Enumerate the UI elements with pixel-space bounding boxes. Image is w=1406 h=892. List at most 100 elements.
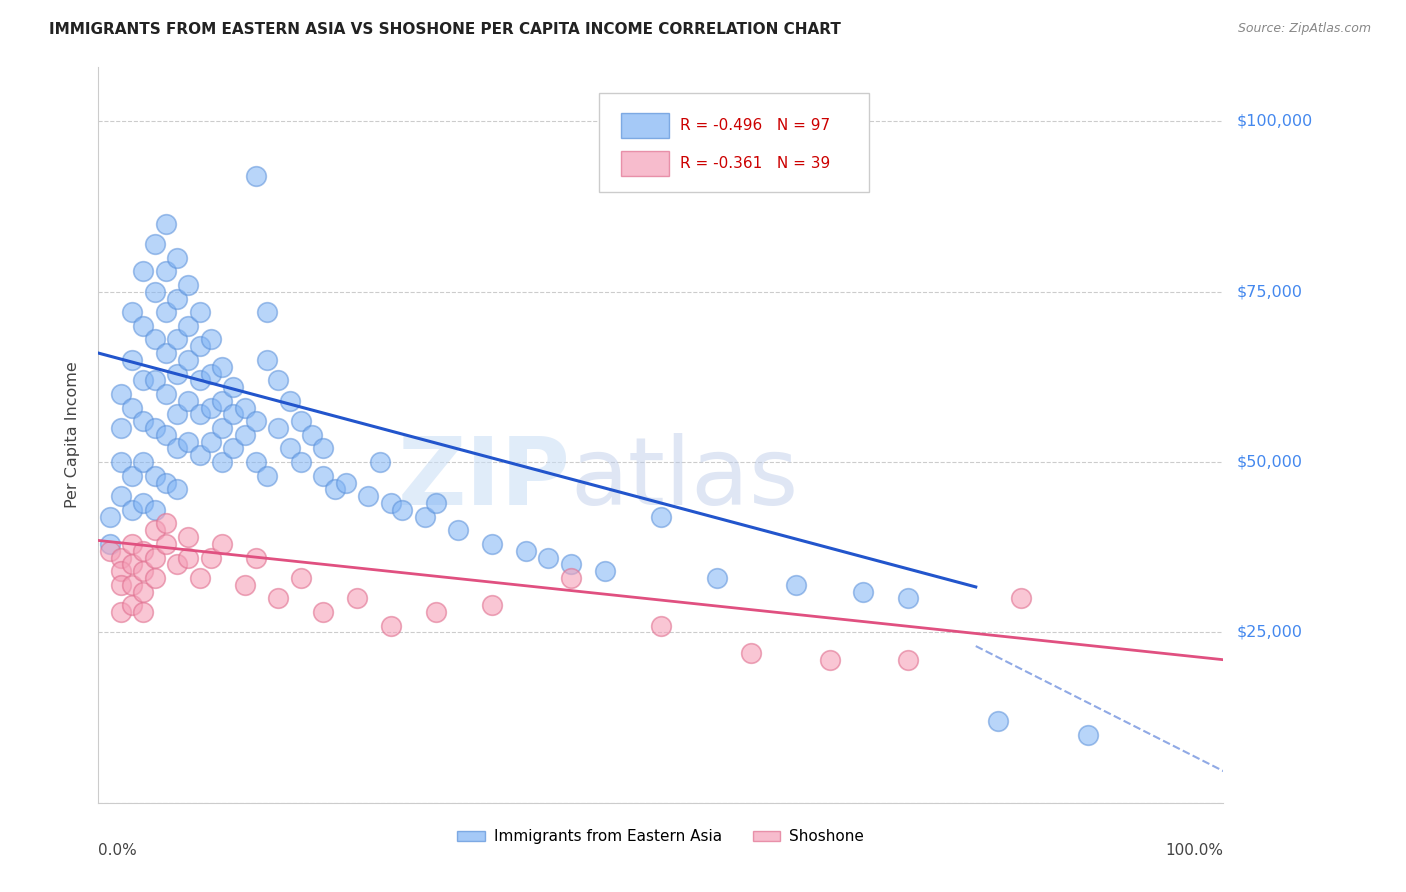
Point [278, 442, 301, 456]
Point [425, 496, 447, 510]
Point [121, 578, 143, 592]
Point [335, 475, 357, 490]
Point [143, 373, 166, 387]
Text: $75,000: $75,000 [1237, 285, 1303, 299]
Point [650, 509, 672, 524]
Point [897, 653, 920, 667]
Text: atlas: atlas [571, 433, 799, 525]
Point [132, 496, 155, 510]
Point [278, 393, 301, 408]
Point [110, 578, 132, 592]
Point [650, 618, 672, 632]
Point [481, 598, 503, 612]
Point [233, 401, 256, 415]
Point [188, 305, 211, 319]
Point [897, 591, 920, 606]
Point [121, 468, 143, 483]
Text: IMMIGRANTS FROM EASTERN ASIA VS SHOSHONE PER CAPITA INCOME CORRELATION CHART: IMMIGRANTS FROM EASTERN ASIA VS SHOSHONE… [49, 22, 841, 37]
Point [110, 455, 132, 469]
Point [177, 393, 200, 408]
Point [110, 550, 132, 565]
Text: $50,000: $50,000 [1237, 455, 1303, 469]
Point [188, 571, 211, 585]
Point [143, 333, 166, 347]
Point [188, 408, 211, 422]
Point [368, 455, 391, 469]
Text: R = -0.361   N = 39: R = -0.361 N = 39 [681, 156, 830, 170]
Point [143, 571, 166, 585]
Point [143, 523, 166, 537]
Point [166, 367, 188, 381]
Point [211, 393, 233, 408]
Point [143, 421, 166, 435]
Point [1010, 591, 1032, 606]
Point [233, 427, 256, 442]
Text: R = -0.496   N = 97: R = -0.496 N = 97 [681, 119, 830, 134]
Y-axis label: Per Capita Income: Per Capita Income [65, 361, 80, 508]
Point [537, 550, 560, 565]
Point [200, 550, 222, 565]
Point [290, 414, 312, 428]
Point [391, 503, 413, 517]
Point [110, 421, 132, 435]
Text: ZIP: ZIP [398, 433, 571, 525]
Point [222, 408, 245, 422]
FancyBboxPatch shape [599, 93, 869, 192]
Point [785, 578, 807, 592]
Point [312, 442, 335, 456]
Point [177, 352, 200, 367]
Point [177, 530, 200, 544]
Point [143, 468, 166, 483]
Point [560, 571, 582, 585]
Point [267, 591, 290, 606]
Point [155, 387, 177, 401]
Point [593, 564, 616, 578]
Point [132, 564, 155, 578]
Point [98, 543, 121, 558]
Point [155, 217, 177, 231]
Text: 100.0%: 100.0% [1166, 843, 1223, 858]
Point [132, 605, 155, 619]
Point [245, 414, 267, 428]
Point [155, 475, 177, 490]
Point [166, 442, 188, 456]
Point [323, 483, 346, 497]
Point [200, 401, 222, 415]
FancyBboxPatch shape [621, 113, 669, 138]
Point [267, 373, 290, 387]
Point [155, 427, 177, 442]
Point [200, 367, 222, 381]
Point [211, 421, 233, 435]
Point [706, 571, 728, 585]
Point [987, 714, 1010, 728]
Point [200, 434, 222, 449]
Point [211, 537, 233, 551]
Point [143, 550, 166, 565]
Point [380, 496, 402, 510]
Point [121, 537, 143, 551]
Point [121, 401, 143, 415]
Point [98, 537, 121, 551]
Point [132, 455, 155, 469]
Point [245, 455, 267, 469]
Point [211, 455, 233, 469]
Point [413, 509, 436, 524]
Point [121, 305, 143, 319]
Point [290, 455, 312, 469]
Point [121, 558, 143, 572]
Text: $100,000: $100,000 [1237, 114, 1313, 129]
Point [560, 558, 582, 572]
Point [515, 543, 537, 558]
Point [245, 550, 267, 565]
Point [740, 646, 762, 660]
Point [425, 605, 447, 619]
Point [380, 618, 402, 632]
Point [481, 537, 503, 551]
Point [166, 408, 188, 422]
Text: $25,000: $25,000 [1237, 625, 1303, 640]
Point [132, 318, 155, 333]
Point [132, 414, 155, 428]
Point [155, 346, 177, 360]
Point [177, 550, 200, 565]
Point [188, 339, 211, 353]
